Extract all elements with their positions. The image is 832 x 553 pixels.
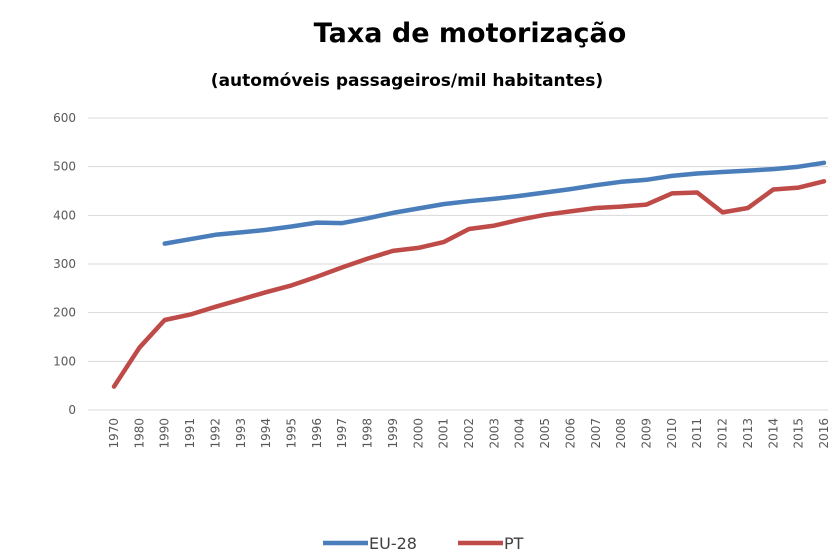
x-tick-label: 2006 bbox=[563, 418, 577, 449]
x-tick-label: 1980 bbox=[132, 418, 146, 449]
line bbox=[111, 179, 827, 389]
x-tick-label: 1999 bbox=[386, 418, 400, 449]
x-tick-label: 2007 bbox=[589, 418, 603, 449]
x-tick-label: 1994 bbox=[259, 418, 273, 449]
x-tick-label: 2002 bbox=[462, 418, 476, 449]
x-tick-label: 1991 bbox=[183, 418, 197, 449]
x-tick-label: 1998 bbox=[361, 418, 375, 449]
x-tick-label: 1970 bbox=[107, 418, 121, 449]
y-tick-label: 300 bbox=[53, 257, 76, 271]
x-tick-label: 2000 bbox=[411, 418, 425, 449]
x-tick-label: 2012 bbox=[716, 418, 730, 449]
x-tick-label: 2016 bbox=[817, 418, 831, 449]
x-tick-label: 2013 bbox=[741, 418, 755, 449]
x-tick-label: 2011 bbox=[690, 418, 704, 449]
y-tick-label: 600 bbox=[53, 111, 76, 125]
legend-label: EU-28 bbox=[369, 534, 417, 553]
legend-label: PT bbox=[504, 534, 524, 553]
y-tick-label: 0 bbox=[68, 403, 76, 417]
x-tick-label: 2008 bbox=[614, 418, 628, 449]
x-tick-label: 2014 bbox=[766, 418, 780, 449]
line bbox=[162, 160, 827, 246]
x-tick-label: 1990 bbox=[158, 418, 172, 449]
y-tick-label: 400 bbox=[53, 208, 76, 222]
x-tick-label: 2015 bbox=[792, 418, 806, 449]
x-tick-label: 1997 bbox=[335, 418, 349, 449]
x-tick-label: 2003 bbox=[487, 418, 501, 449]
x-tick-label: 2009 bbox=[640, 418, 654, 449]
x-tick-label: 2010 bbox=[665, 418, 679, 449]
x-tick-label: 1996 bbox=[310, 418, 324, 449]
x-tick-label: 1992 bbox=[208, 418, 222, 449]
y-tick-label: 100 bbox=[53, 354, 76, 368]
x-tick-label: 1993 bbox=[234, 418, 248, 449]
x-tick-label: 2004 bbox=[513, 418, 527, 449]
chart-subtitle: (automóveis passageiros/mil habitantes) bbox=[211, 71, 603, 91]
x-tick-label: 2005 bbox=[538, 418, 552, 449]
x-tick-label: 1995 bbox=[285, 418, 299, 449]
y-tick-label: 500 bbox=[53, 160, 76, 174]
x-tick-label: 2001 bbox=[437, 418, 451, 449]
y-tick-label: 200 bbox=[53, 306, 76, 320]
chart-title: Taxa de motorização bbox=[314, 18, 627, 49]
